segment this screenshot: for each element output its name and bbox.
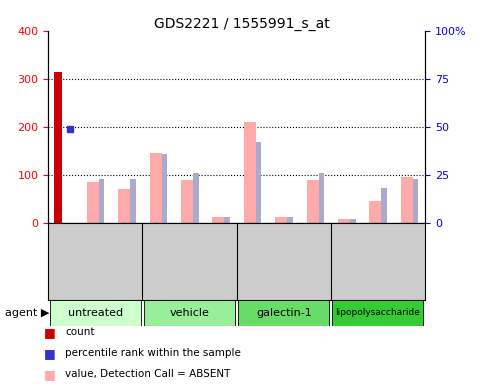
Bar [118, 189, 130, 223]
Bar [150, 153, 162, 223]
Bar [338, 219, 350, 223]
Bar [225, 217, 230, 223]
FancyBboxPatch shape [50, 300, 141, 326]
Bar [130, 179, 136, 223]
Bar [244, 122, 256, 223]
Text: ■: ■ [43, 347, 55, 360]
Text: count: count [65, 327, 95, 337]
Bar [54, 71, 62, 223]
Bar [319, 173, 324, 223]
Bar [275, 217, 287, 223]
Bar [382, 188, 387, 223]
Bar [307, 180, 319, 223]
Bar [87, 182, 99, 223]
Text: ■: ■ [43, 368, 55, 381]
Bar [256, 142, 261, 223]
Text: GDS2221 / 1555991_s_at: GDS2221 / 1555991_s_at [154, 17, 329, 31]
Text: percentile rank within the sample: percentile rank within the sample [65, 348, 241, 358]
Bar [99, 179, 104, 223]
Text: untreated: untreated [68, 308, 123, 318]
Text: agent ▶: agent ▶ [5, 308, 49, 318]
Bar [193, 173, 199, 223]
Text: galectin-1: galectin-1 [256, 308, 312, 318]
Text: ■: ■ [43, 326, 55, 339]
Bar [213, 217, 225, 223]
Bar [181, 180, 193, 223]
Bar [369, 201, 382, 223]
FancyBboxPatch shape [144, 300, 235, 326]
Bar [413, 179, 418, 223]
FancyBboxPatch shape [332, 300, 424, 326]
Bar [162, 154, 167, 223]
Bar [287, 217, 293, 223]
Text: lipopolysaccharide: lipopolysaccharide [336, 308, 420, 318]
FancyBboxPatch shape [238, 300, 329, 326]
Text: vehicle: vehicle [170, 308, 210, 318]
Bar [401, 177, 413, 223]
Text: value, Detection Call = ABSENT: value, Detection Call = ABSENT [65, 369, 230, 379]
Bar [350, 219, 355, 223]
